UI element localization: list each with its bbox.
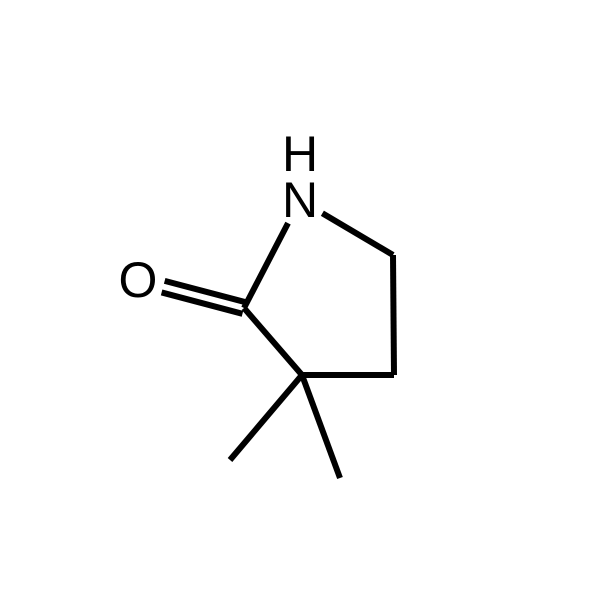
molecule-diagram: NHO <box>0 0 600 600</box>
atom-label-o: O <box>119 252 158 308</box>
bond <box>393 255 394 375</box>
bond <box>322 213 393 255</box>
bond <box>244 223 288 308</box>
bond <box>244 308 302 375</box>
bond <box>230 375 302 460</box>
atom-label-h: H <box>282 126 318 182</box>
bond <box>302 375 340 478</box>
